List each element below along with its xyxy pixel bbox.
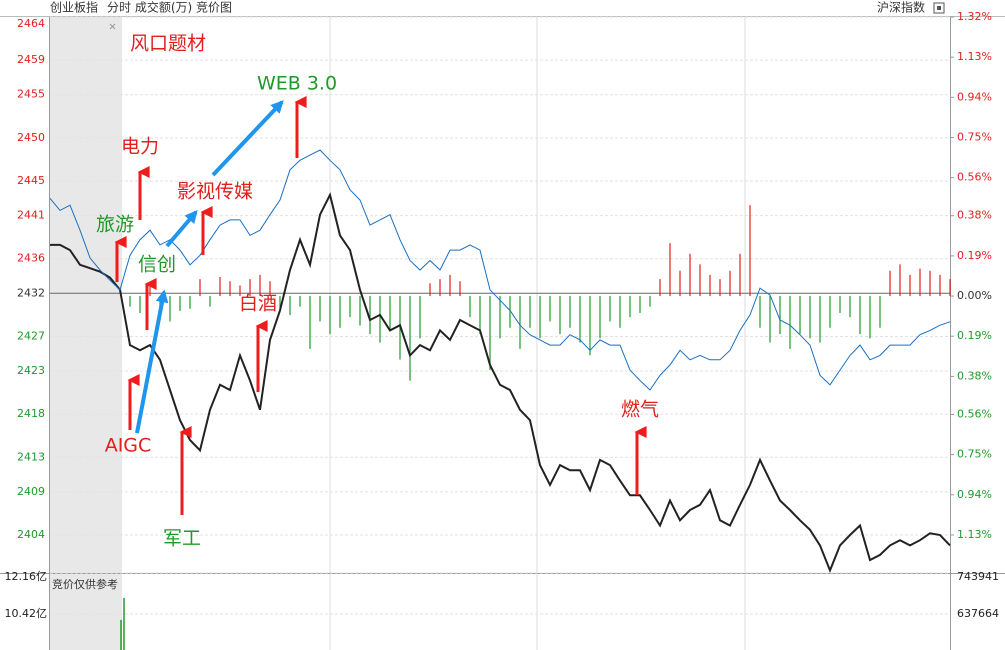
plot-layer: 2464 2459 2455 2450 2445 2441 2436 2432 2427 2423… [17, 10, 992, 650]
y2-tick-label: 0.19% [957, 249, 992, 262]
index-selector[interactable]: 沪深指数 [877, 0, 925, 15]
annotation: 军工 [163, 528, 201, 550]
y2-tick-label: 1.13% [957, 50, 992, 63]
annotation: 信创 [138, 254, 176, 276]
red-arrows [114, 96, 647, 515]
y-tick-label: 2436 [17, 252, 45, 265]
annotation: 旅游 [96, 214, 134, 236]
price-line [49, 149, 951, 391]
y-tick-label: 2445 [17, 174, 45, 187]
y-tick-label: 2413 [17, 450, 45, 463]
auction-close-icon [109, 23, 116, 30]
annotation: 风口题材 [130, 33, 206, 55]
annotation: 电力 [121, 136, 159, 158]
y-tick-label: 2459 [17, 53, 45, 66]
y-tick-label: 2423 [17, 364, 45, 377]
annotation: 燃气 [621, 399, 659, 421]
annotation: 白酒 [239, 293, 277, 315]
y2-tick-label: 0.38% [957, 369, 992, 382]
chart-mode: 分时 成交额(万) 竞价图 [107, 0, 232, 15]
y2-tick-label: 1.32% [957, 10, 992, 23]
panel-title: 竞价仅供参考 [52, 577, 118, 591]
y2-tick-label: 0.19% [957, 329, 992, 342]
y2-tick-label: 0.94% [957, 90, 992, 103]
y-tick-label: 2450 [17, 131, 45, 144]
y-tick-label: 12.16亿 [5, 570, 48, 583]
y2-tick-label: 0.75% [957, 131, 992, 144]
y-tick-label: 2464 [17, 17, 45, 30]
auction-area [50, 17, 122, 650]
selector-icon[interactable] [933, 2, 945, 14]
y-tick-label: 2418 [17, 407, 45, 420]
y-tick-label: 2427 [17, 329, 45, 342]
y2-tick-label: 0.94% [957, 488, 992, 501]
y-tick-label: 2441 [17, 209, 45, 222]
y-tick-label: 2409 [17, 485, 45, 498]
y2-tick-label: 0.00% [957, 289, 992, 302]
y2-tick-label: 743941 [957, 570, 999, 583]
y-tick-label: 2432 [17, 286, 45, 299]
annotation: AIGC [105, 435, 152, 457]
annotation: 影视传媒 [177, 181, 253, 203]
selector-icon-dot [937, 6, 941, 10]
y2-tick-label: 637664 [957, 607, 999, 620]
index-title: 创业板指 [50, 0, 98, 15]
y2-tick-label: 0.56% [957, 171, 992, 184]
y2-tick-label: 1.13% [957, 528, 992, 541]
y-tick-label: 10.42亿 [5, 607, 48, 620]
y2-tick-label: 0.75% [957, 448, 992, 461]
y-tick-label: 2455 [17, 88, 45, 101]
blue-arrows [135, 100, 284, 434]
annotation: WEB 3.0 [257, 73, 337, 95]
y2-tick-label: 0.38% [957, 209, 992, 222]
y-tick-label: 2404 [17, 528, 45, 541]
y2-tick-label: 0.56% [957, 407, 992, 420]
price-line [50, 192, 951, 574]
